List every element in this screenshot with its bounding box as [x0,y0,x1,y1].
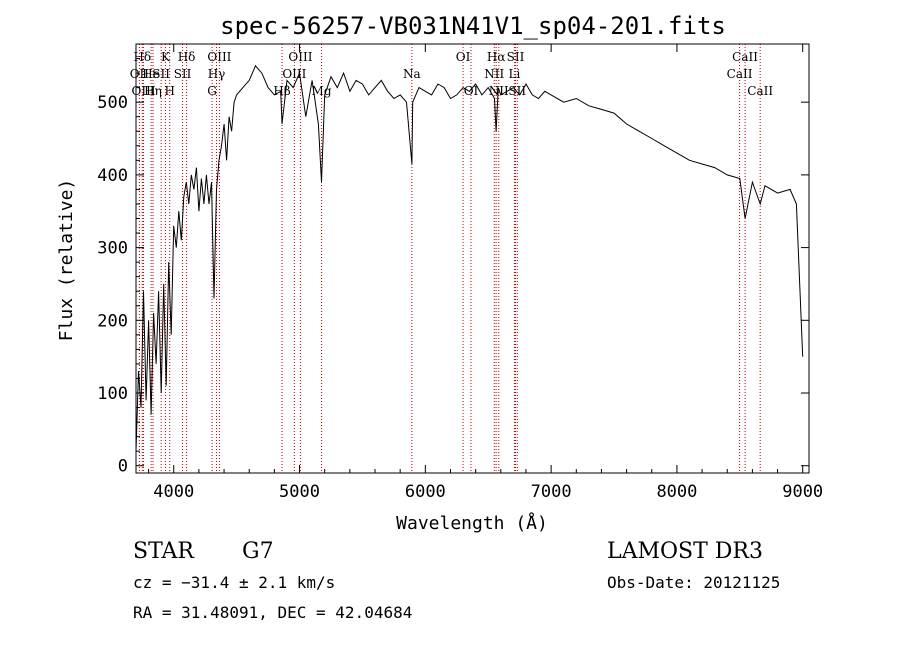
emission-line-label: Na [403,67,421,81]
emission-line-label: CaII [732,50,758,64]
y-tick-label: 100 [97,384,128,404]
x-tick-label: 6000 [405,482,446,502]
emission-line-label: K [161,50,171,64]
y-tick-label: 0 [118,457,128,477]
y-tick-label: 200 [97,311,128,331]
object-subclass: G7 [242,539,274,564]
flux-series-line [135,64,804,452]
emission-line-label: OIII [207,50,231,64]
y-tick-label: 500 [97,93,128,113]
emission-line-labels: HδOIIOIIIHeHηKSIIHHδSIIOIIIHγGOIIIOIIIHβ… [130,50,774,98]
emission-line-label: CaII [747,84,773,98]
x-tick-label: 4000 [153,482,194,502]
emission-line-label: SII [507,50,525,64]
survey-name: LAMOST DR3 [607,539,763,564]
emission-line-label: CaII [727,67,753,81]
y-axis-ticks: 0 100 200 300 400 500 [97,58,809,477]
x-tick-label: 7000 [531,482,572,502]
emission-line-label: OIII [282,67,306,81]
object-class: STAR [133,539,194,564]
y-axis-label: Flux (relative) [56,179,77,342]
emission-line-markers [138,44,761,473]
emission-line-label: OII [130,67,150,81]
y-tick-label: 400 [97,166,128,186]
emission-line-label: Hδ [178,50,196,64]
observation-date: Obs-Date: 20121125 [607,573,781,592]
emission-line-label: NII [489,84,509,98]
plot-frame [135,43,810,474]
emission-line-label: G [207,84,217,98]
emission-line-label: Hα [487,50,506,64]
emission-line-label: SII [152,67,170,81]
x-tick-label: 9000 [782,482,823,502]
x-tick-label: 5000 [279,482,320,502]
emission-line-label: H [164,84,174,98]
emission-line-label: SII [508,84,526,98]
emission-line-label: Hγ [208,67,226,81]
redshift-velocity: cz = −31.4 ± 2.1 km/s [133,573,336,592]
emission-line-label: OIII [288,50,312,64]
emission-line-label: Li [508,67,520,81]
emission-line-label: OI [456,50,471,64]
emission-line-label: Hδ [133,50,151,64]
emission-line-label: He [142,67,160,81]
x-axis-label: Wavelength (Å) [396,512,548,534]
emission-line-label: SII [174,67,192,81]
x-tick-label: 8000 [656,482,697,502]
x-axis-ticks: 4000 5000 6000 7000 8000 9000 [148,44,823,502]
emission-line-label: NII [484,67,504,81]
y-tick-label: 300 [97,239,128,259]
sky-coordinates: RA = 31.48091, DEC = 42.04684 [133,603,413,622]
emission-line-label: OI [464,84,479,98]
chart-title: spec-56257-VB031N41V1_sp04-201.fits [220,12,726,40]
emission-line-label: Hη [144,84,162,98]
emission-line-label: Hβ [273,84,290,98]
